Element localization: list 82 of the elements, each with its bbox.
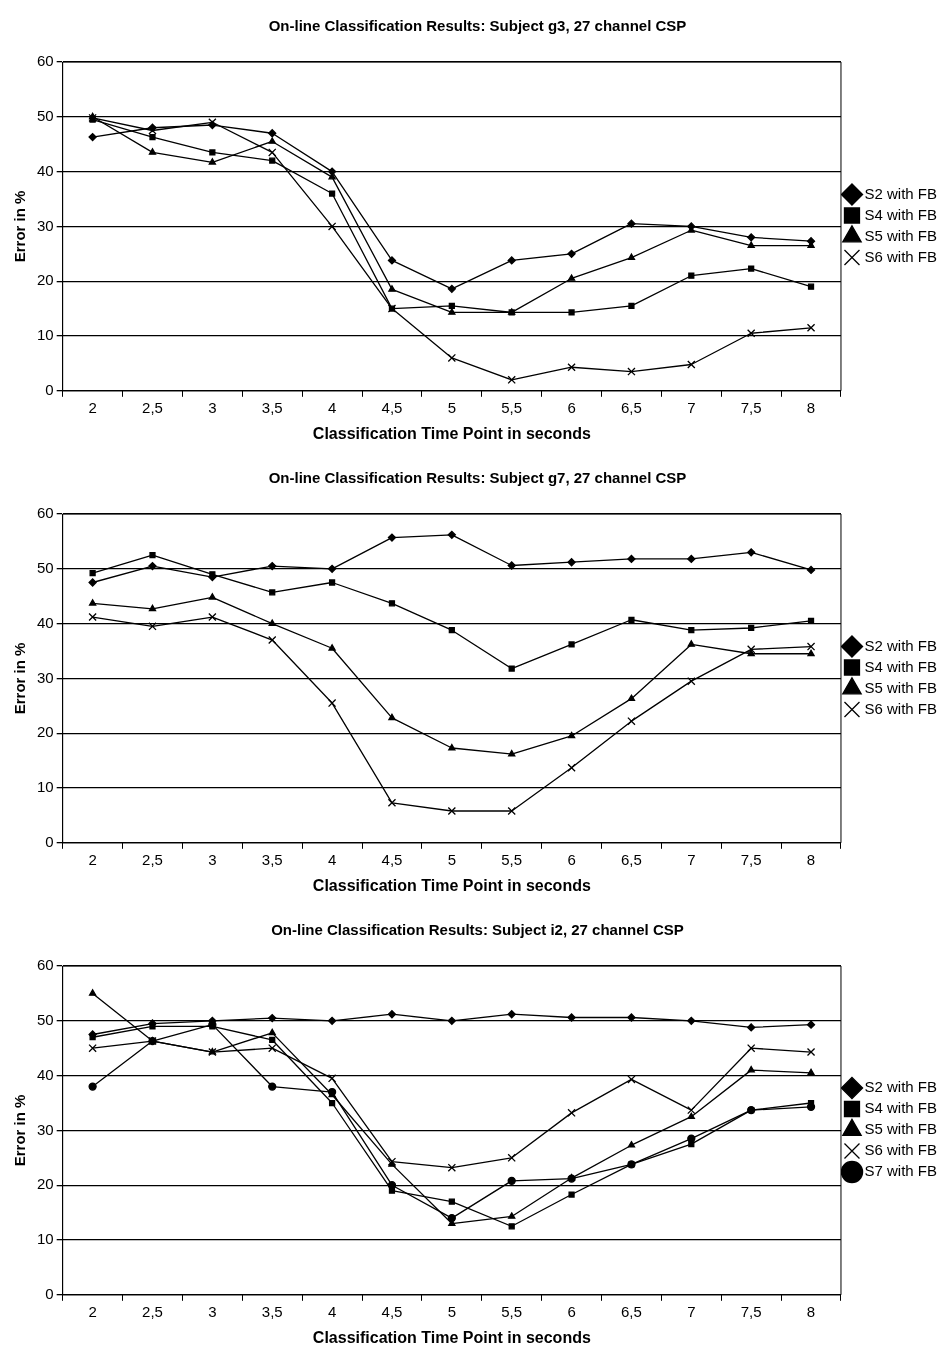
chart-title: On-line Classification Results: Subject g3, 27 channel CSP: [268, 17, 687, 35]
y-tick-label: 30: [37, 1120, 54, 1138]
y-tick-label: 10: [37, 1230, 54, 1248]
x-tick-label: 5,5: [501, 398, 523, 416]
legend-label: S4 with FB: [864, 205, 938, 223]
y-tick-label: 10: [37, 326, 54, 344]
x-tick-label: 2,5: [142, 850, 163, 868]
x-axis-title: Classification Time Point in seconds: [312, 1328, 591, 1346]
x-tick-label: 2: [88, 398, 97, 416]
y-axis-title: Error in %: [11, 190, 29, 263]
x-tick-label: 3: [208, 850, 217, 868]
y-tick-label: 0: [45, 832, 54, 850]
legend-label: S6 with FB: [864, 1141, 938, 1159]
x-tick-label: 3,5: [261, 398, 283, 416]
x-tick-label: 4,5: [381, 1302, 403, 1320]
y-tick-label: 0: [45, 380, 54, 398]
y-tick-label: 20: [37, 271, 54, 289]
y-axis-title: Error in %: [11, 642, 29, 715]
legend-label: S4 with FB: [864, 657, 938, 675]
y-tick-label: 30: [37, 668, 54, 686]
x-tick-label: 3,5: [261, 850, 283, 868]
x-tick-label: 6: [567, 1302, 576, 1320]
x-tick-label: 7,5: [740, 850, 762, 868]
x-tick-label: 3: [208, 398, 217, 416]
x-tick-label: 6,5: [621, 398, 642, 416]
y-tick-label: 20: [37, 1175, 54, 1193]
y-tick-label: 40: [37, 1065, 54, 1083]
x-tick-label: 7,5: [740, 1302, 762, 1320]
x-tick-label: 6: [567, 850, 576, 868]
y-tick-label: 50: [37, 1010, 54, 1028]
y-tick-label: 60: [37, 956, 54, 974]
x-tick-label: 7: [687, 398, 696, 416]
x-tick-label: 2,5: [142, 1302, 163, 1320]
x-tick-label: 5,5: [501, 1302, 523, 1320]
x-axis-title: Classification Time Point in seconds: [312, 424, 591, 442]
legend-label: S2 with FB: [864, 184, 938, 202]
x-tick-label: 5: [447, 850, 456, 868]
legend-label: S4 with FB: [864, 1099, 938, 1117]
x-tick-label: 5: [447, 398, 456, 416]
x-tick-label: 7: [687, 1302, 696, 1320]
y-tick-label: 40: [37, 161, 54, 179]
x-tick-label: 8: [806, 1302, 816, 1320]
y-tick-label: 50: [37, 106, 54, 124]
y-tick-label: 10: [37, 778, 54, 796]
legend-label: S2 with FB: [864, 1078, 938, 1096]
y-tick-label: 30: [37, 216, 54, 234]
y-tick-label: 0: [45, 1284, 54, 1302]
x-tick-label: 6,5: [621, 1302, 642, 1320]
x-tick-label: 3,5: [261, 1302, 283, 1320]
x-tick-label: 2: [88, 850, 97, 868]
legend-label: S7 with FB: [864, 1162, 938, 1180]
legend-label: S6 with FB: [864, 247, 938, 265]
y-tick-label: 40: [37, 613, 54, 631]
y-tick-label: 20: [37, 723, 54, 741]
y-axis-title: Error in %: [11, 1094, 29, 1167]
x-tick-label: 2: [88, 1302, 97, 1320]
x-tick-label: 4,5: [381, 398, 403, 416]
x-tick-label: 4: [327, 850, 337, 868]
x-tick-label: 3: [208, 1302, 217, 1320]
legend-label: S2 with FB: [864, 636, 938, 654]
x-tick-label: 6,5: [621, 850, 642, 868]
x-tick-label: 7: [687, 850, 696, 868]
x-tick-label: 5,5: [501, 850, 523, 868]
x-tick-label: 4,5: [381, 850, 403, 868]
x-tick-label: 4: [327, 1302, 337, 1320]
legend-label: S5 with FB: [864, 1120, 938, 1138]
legend-label: S6 with FB: [864, 699, 938, 717]
x-tick-label: 5: [447, 1302, 456, 1320]
x-tick-label: 6: [567, 398, 576, 416]
x-axis-title: Classification Time Point in seconds: [312, 876, 591, 894]
x-tick-label: 4: [327, 398, 337, 416]
y-tick-label: 60: [37, 504, 54, 522]
x-tick-label: 8: [806, 398, 816, 416]
legend-label: S5 with FB: [864, 678, 938, 696]
y-tick-label: 60: [37, 52, 54, 70]
x-tick-label: 2,5: [142, 398, 163, 416]
chart-title: On-line Classification Results: Subject g7, 27 channel CSP: [268, 469, 687, 487]
legend-label: S5 with FB: [864, 226, 938, 244]
y-tick-label: 50: [37, 558, 54, 576]
x-tick-label: 7,5: [740, 398, 762, 416]
x-tick-label: 8: [806, 850, 816, 868]
chart-title: On-line Classification Results: Subject i2, 27 channel CSP: [271, 921, 684, 939]
